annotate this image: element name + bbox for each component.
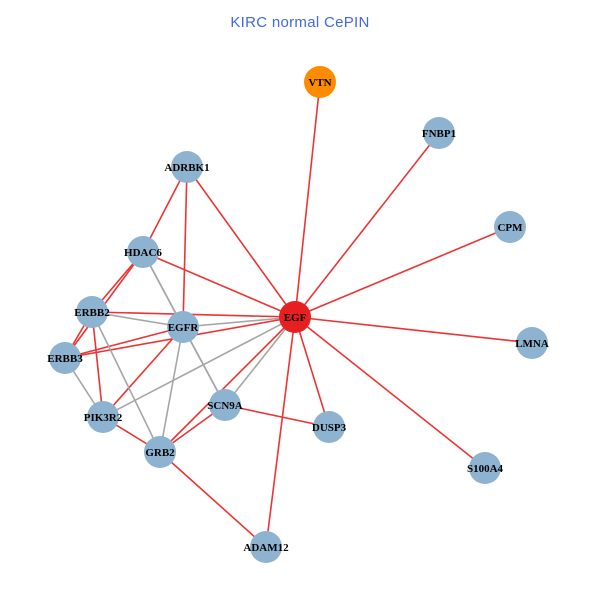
edge-EGF-S100A4 bbox=[294, 316, 486, 469]
edge-EGFR-GRB2 bbox=[159, 326, 184, 453]
node-VTN bbox=[304, 66, 336, 98]
edge-EGF-HDAC6 bbox=[142, 251, 296, 318]
edge-EGF-EGFR bbox=[182, 316, 296, 328]
edge-EGF-ADAM12 bbox=[265, 316, 296, 548]
edge-EGF-PIK3R2 bbox=[102, 316, 296, 418]
edge-EGFR-PIK3R2 bbox=[102, 326, 184, 418]
edge-EGF-SCN9A bbox=[224, 316, 296, 406]
plot-title: KIRC normal CePIN bbox=[230, 14, 370, 31]
node-LMNA bbox=[516, 327, 548, 359]
edge-ERBB2-PIK3R2 bbox=[91, 311, 104, 418]
edge-ERBB2-GRB2 bbox=[91, 311, 161, 453]
edge-GRB2-ADAM12 bbox=[159, 451, 267, 548]
node-GRB2 bbox=[144, 436, 176, 468]
edge-EGF-VTN bbox=[294, 81, 321, 318]
edge-EGF-LMNA bbox=[294, 316, 533, 344]
node-HDAC6 bbox=[127, 236, 159, 268]
node-FNBP1 bbox=[423, 117, 455, 149]
edge-EGF-ADRBK1 bbox=[186, 166, 296, 318]
node-CPM bbox=[494, 211, 526, 243]
node-EGFR bbox=[167, 311, 199, 343]
node-ADAM12 bbox=[250, 531, 282, 563]
node-ERBB2 bbox=[76, 296, 108, 328]
edge-EGFR-ERBB3 bbox=[64, 326, 184, 359]
edge-SCN9A-DUSP3 bbox=[224, 404, 330, 428]
edge-ADRBK1-EGFR bbox=[182, 166, 188, 328]
edge-EGF-ERBB2 bbox=[91, 311, 296, 318]
edge-EGF-GRB2 bbox=[159, 316, 296, 453]
node-DUSP3 bbox=[313, 411, 345, 443]
node-S100A4 bbox=[469, 452, 501, 484]
node-PIK3R2 bbox=[87, 401, 119, 433]
node-EGF bbox=[279, 301, 311, 333]
node-ERBB3 bbox=[49, 342, 81, 374]
edge-EGF-FNBP1 bbox=[294, 132, 440, 318]
node-SCN9A bbox=[209, 389, 241, 421]
node-ADRBK1 bbox=[171, 151, 203, 183]
edge-EGF-CPM bbox=[294, 226, 511, 318]
edge-EGF-DUSP3 bbox=[294, 316, 330, 428]
